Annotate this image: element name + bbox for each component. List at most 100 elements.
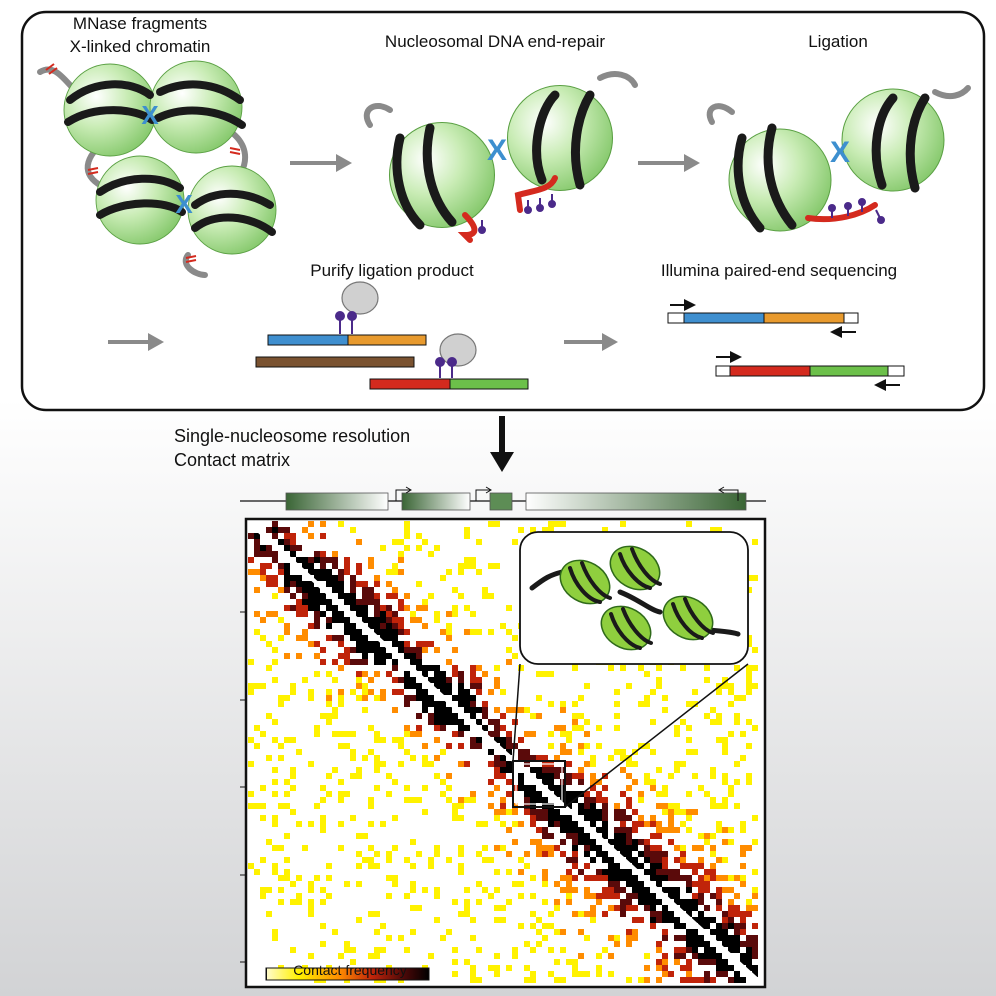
matrix-cell [656,767,662,773]
matrix-cell [374,755,380,761]
matrix-cell [530,977,536,983]
matrix-cell [314,617,320,623]
matrix-cell [722,965,728,971]
matrix-cell [272,557,278,563]
matrix-cell [536,797,542,803]
matrix-cell [716,929,722,935]
step5-paired-end-reads [667,299,905,391]
matrix-cell [752,647,758,653]
step1-label-line1: MNase fragments [73,14,207,33]
matrix-cell [656,863,662,869]
matrix-cell [326,569,332,575]
matrix-cell [398,629,404,635]
matrix-cell [746,743,752,749]
matrix-cell [284,545,290,551]
matrix-cell [590,809,596,815]
matrix-cell [368,623,374,629]
matrix-cell [458,563,464,569]
matrix-cell [452,719,458,725]
matrix-cell [266,713,272,719]
matrix-cell [560,797,566,803]
matrix-cell [380,737,386,743]
matrix-cell [260,551,266,557]
matrix-cell [500,737,506,743]
matrix-cell [542,797,548,803]
matrix-cell [440,749,446,755]
matrix-cell [356,641,362,647]
matrix-cell [560,767,566,773]
matrix-cell [506,791,512,797]
matrix-cell [620,809,626,815]
matrix-cell [674,827,680,833]
matrix-cell [668,839,674,845]
matrix-cell [572,911,578,917]
matrix-cell [398,551,404,557]
matrix-cell [374,911,380,917]
matrix-cell [548,809,554,815]
matrix-cell [380,761,386,767]
matrix-cell [296,749,302,755]
matrix-cell [434,851,440,857]
matrix-cell [374,593,380,599]
matrix-cell [722,887,728,893]
matrix-cell [554,845,560,851]
matrix-cell [458,911,464,917]
matrix-cell [536,773,542,779]
matrix-cell [584,887,590,893]
matrix-cell [272,593,278,599]
matrix-cell [260,635,266,641]
matrix-cell [464,701,470,707]
colorbar: Contact frequency [265,962,430,981]
matrix-cell [494,755,500,761]
matrix-cell [416,797,422,803]
matrix-cell [386,617,392,623]
matrix-cell [518,923,524,929]
matrix-cell [464,695,470,701]
matrix-cell [698,923,704,929]
matrix-cell [656,665,662,671]
matrix-cell [452,695,458,701]
matrix-cell [254,611,260,617]
matrix-cell [734,977,740,983]
matrix-cell [326,689,332,695]
matrix-cell [692,845,698,851]
matrix-cell [722,737,728,743]
matrix-cell [650,779,656,785]
matrix-cell [278,539,284,545]
matrix-cell [686,881,692,887]
matrix-cell [446,929,452,935]
matrix-cell [290,737,296,743]
matrix-cell [470,563,476,569]
matrix-cell [584,845,590,851]
matrix-cell [692,869,698,875]
matrix-cell [578,803,584,809]
matrix-cell [392,707,398,713]
matrix-cell [320,611,326,617]
matrix-cell [416,533,422,539]
matrix-cell [566,893,572,899]
matrix-cell [584,719,590,725]
matrix-cell [404,695,410,701]
matrix-cell [314,875,320,881]
matrix-cell [332,677,338,683]
matrix-cell [698,959,704,965]
matrix-cell [626,977,632,983]
matrix-cell [506,779,512,785]
matrix-cell [290,605,296,611]
matrix-cell [650,869,656,875]
matrix-cell [728,731,734,737]
matrix-cell [386,653,392,659]
matrix-cell [374,641,380,647]
matrix-cell [266,887,272,893]
matrix-cell [392,539,398,545]
matrix-cell [320,713,326,719]
matrix-cell [686,959,692,965]
matrix-cell [308,581,314,587]
dna-linker [363,103,393,128]
matrix-cell [248,557,254,563]
matrix-cell [530,875,536,881]
matrix-cell [494,719,500,725]
matrix-cell [620,845,626,851]
matrix-cell [476,665,482,671]
